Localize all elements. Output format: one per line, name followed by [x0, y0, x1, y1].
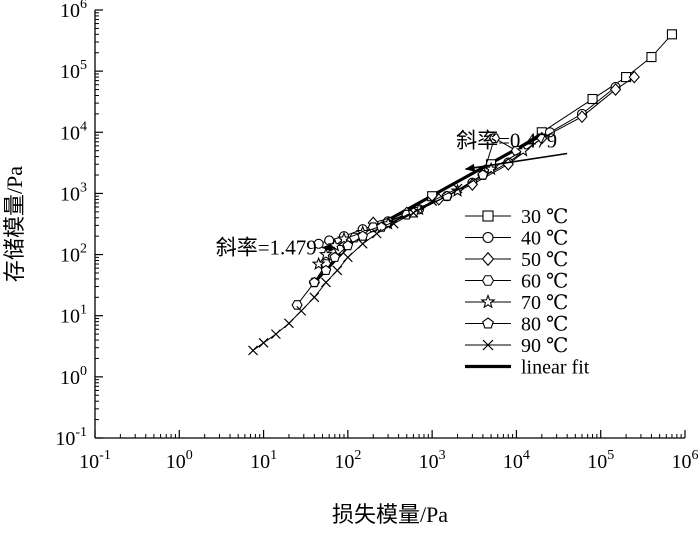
data-point	[342, 240, 354, 251]
y-tick-label: 100	[60, 364, 87, 389]
data-point	[320, 264, 332, 276]
legend-label: 50 ℃	[521, 249, 568, 271]
legend-item: 40 ℃	[465, 228, 568, 250]
x-tick-label: 102	[334, 448, 361, 473]
data-point	[332, 265, 343, 276]
data-point	[318, 247, 334, 261]
legend-label: 40 ℃	[521, 228, 568, 250]
data-point	[357, 238, 368, 249]
x-tick-label: 106	[672, 448, 699, 473]
legend-item: 30 ℃	[465, 206, 568, 228]
y-tick-label: 101	[60, 303, 87, 328]
data-point	[666, 29, 677, 40]
data-point	[628, 70, 640, 84]
data-point	[609, 83, 622, 97]
y-axis-label: 存储模量/Pa	[2, 166, 27, 282]
data-point	[484, 161, 499, 176]
legend-label: 60 ℃	[521, 271, 568, 293]
data-point	[284, 318, 294, 329]
x-tick-label: 104	[503, 448, 530, 473]
series-0	[427, 29, 677, 202]
data-point	[311, 256, 326, 271]
data-point	[646, 52, 657, 63]
legend-marker-icon	[482, 210, 494, 222]
data-point	[441, 190, 453, 201]
data-point	[248, 345, 258, 356]
data-point	[427, 196, 438, 206]
data-point	[308, 276, 320, 288]
x-tick-label: 103	[419, 448, 446, 473]
legend-label: 70 ℃	[521, 292, 568, 314]
y-tick-label: 104	[60, 119, 87, 144]
legend-item: 80 ℃	[465, 314, 568, 336]
data-point	[536, 131, 548, 145]
series-line	[252, 188, 458, 351]
data-point	[309, 292, 320, 303]
series-6	[248, 183, 463, 356]
legend-marker-icon	[482, 339, 494, 351]
linear-fit-layer	[312, 133, 544, 285]
series-1	[313, 81, 621, 249]
legend-label: 90 ℃	[521, 335, 568, 357]
x-tick-label: 101	[250, 448, 277, 473]
data-point	[388, 218, 399, 229]
legend-label: 30 ℃	[521, 206, 568, 228]
annotation-arrow	[464, 152, 568, 172]
data-point	[321, 277, 331, 288]
x-axis-label: 损失模量/Pa	[332, 502, 448, 527]
legend-marker-icon	[481, 275, 495, 286]
x-ticks: 10-1 100 101 102 103 104 105 106	[79, 430, 699, 473]
data-point	[291, 300, 303, 310]
annotation-label-slope-high: 斜率=0.479	[456, 128, 557, 152]
data-point	[587, 93, 598, 105]
annotation-label-slope-low: 斜率=1.479	[216, 236, 317, 260]
legend-marker-icon	[481, 251, 495, 267]
legend-marker-icon	[482, 231, 494, 244]
legend-item-fit: linear fit	[465, 357, 590, 379]
data-point	[296, 305, 307, 316]
x-tick-label: 105	[587, 448, 614, 473]
legend-marker-icon	[480, 293, 496, 309]
x-tick-label: 10-1	[79, 448, 111, 473]
y-tick-label: 106	[60, 0, 87, 22]
data-point	[342, 252, 353, 263]
x-tick-label: 100	[166, 448, 193, 473]
data-point	[412, 201, 427, 216]
legend-label: linear fit	[521, 357, 590, 379]
data-point	[576, 110, 588, 124]
legend-item: 60 ℃	[465, 271, 568, 293]
legend-marker-icon	[482, 317, 494, 329]
data-point	[258, 337, 269, 348]
data-point	[329, 251, 341, 262]
series-line	[318, 86, 616, 245]
data-point	[477, 169, 489, 180]
annotation-layer: 斜率=0.479 斜率=1.479	[216, 128, 568, 260]
data-point	[357, 230, 369, 241]
data-point	[270, 329, 281, 340]
data-point	[371, 228, 382, 239]
y-ticks: 10-1 100 101 102 103 104 105 106	[55, 0, 103, 450]
y-tick-label: 10-1	[55, 425, 87, 450]
series-line	[431, 33, 673, 197]
legend-item: 50 ℃	[465, 249, 568, 271]
plot-area	[94, 10, 685, 439]
data-point	[516, 143, 531, 157]
y-tick-label: 103	[60, 180, 87, 205]
data-point	[336, 231, 352, 245]
data-point	[408, 207, 419, 218]
series-layer	[248, 29, 677, 356]
y-tick-label: 105	[60, 58, 87, 83]
y-tick-label: 102	[60, 242, 87, 267]
legend-item: 70 ℃	[465, 292, 568, 314]
legend-label: 80 ℃	[521, 314, 568, 336]
data-point	[452, 183, 463, 194]
legend-item: 90 ℃	[465, 335, 568, 357]
data-point	[488, 133, 501, 144]
